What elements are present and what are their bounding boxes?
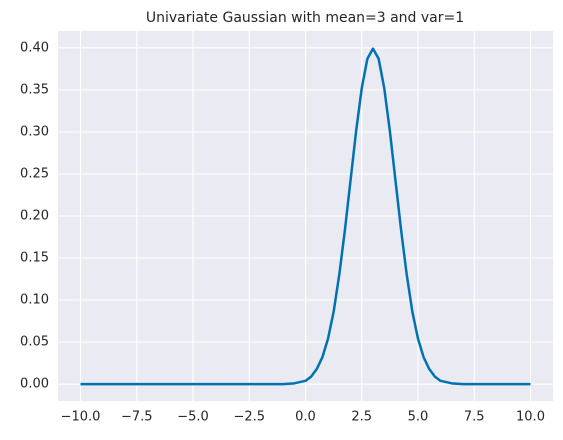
x-tick-label: 2.5 — [351, 410, 372, 425]
x-tick-label: 0.0 — [295, 410, 316, 425]
x-tick-label: −2.5 — [233, 410, 265, 425]
y-tick-label: 0.30 — [20, 124, 49, 139]
y-tick-label: 0.20 — [20, 209, 49, 224]
line — [80, 47, 531, 386]
y-tick-label: 0.05 — [20, 335, 49, 350]
chart-title: Univariate Gaussian with mean=3 and var=… — [146, 10, 464, 26]
y-tick-label: 0.40 — [20, 40, 49, 55]
y-tick-label: 0.25 — [20, 166, 49, 181]
y-tick-label: 0.00 — [20, 377, 49, 392]
x-tick-label: −10.0 — [61, 410, 101, 425]
x-tick-label: 7.5 — [464, 410, 485, 425]
x-tick-label: −7.5 — [121, 410, 153, 425]
x-tick-label: −5.0 — [177, 410, 209, 425]
x-tick-label: 10.0 — [516, 410, 545, 425]
y-tick-label: 0.35 — [20, 82, 49, 97]
x-tick-label: 5.0 — [408, 410, 429, 425]
y-tick-label: 0.15 — [20, 251, 49, 266]
y-tick-label: 0.10 — [20, 293, 49, 308]
